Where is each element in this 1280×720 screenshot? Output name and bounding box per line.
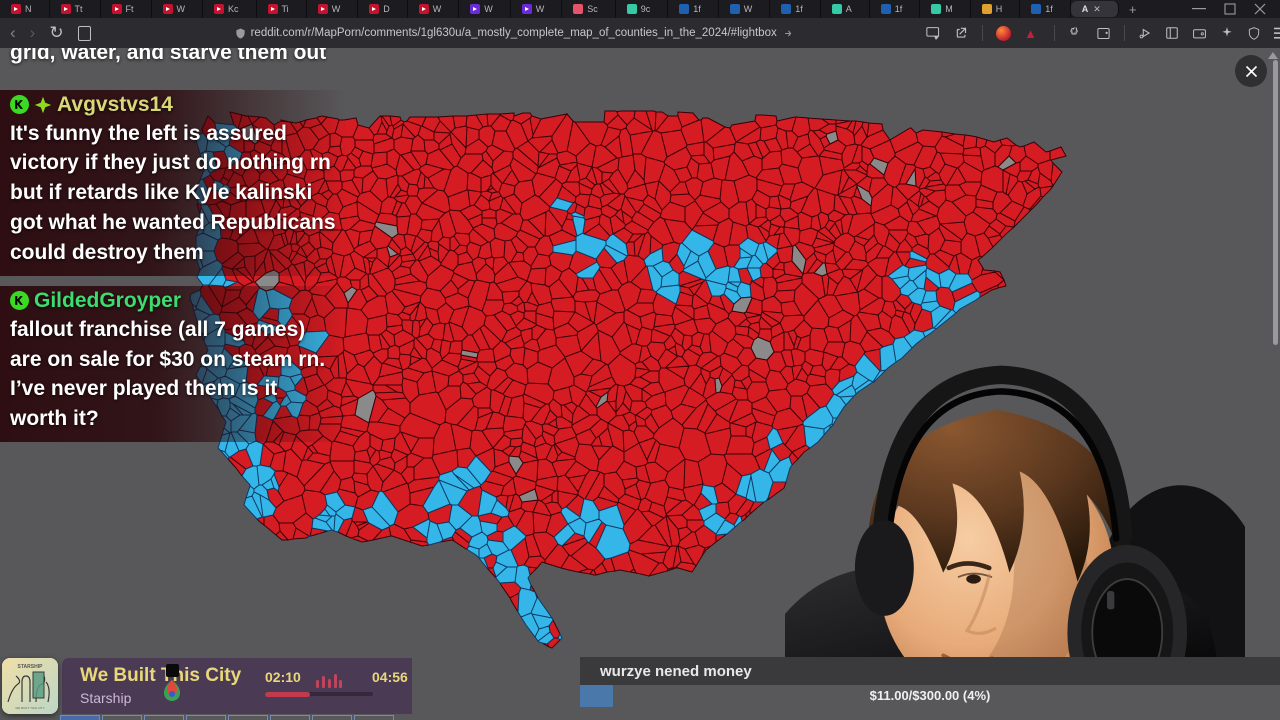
svg-text:STARSHIP: STARSHIP (18, 664, 44, 670)
svg-text:WE BUILT THIS CITY: WE BUILT THIS CITY (15, 706, 44, 710)
